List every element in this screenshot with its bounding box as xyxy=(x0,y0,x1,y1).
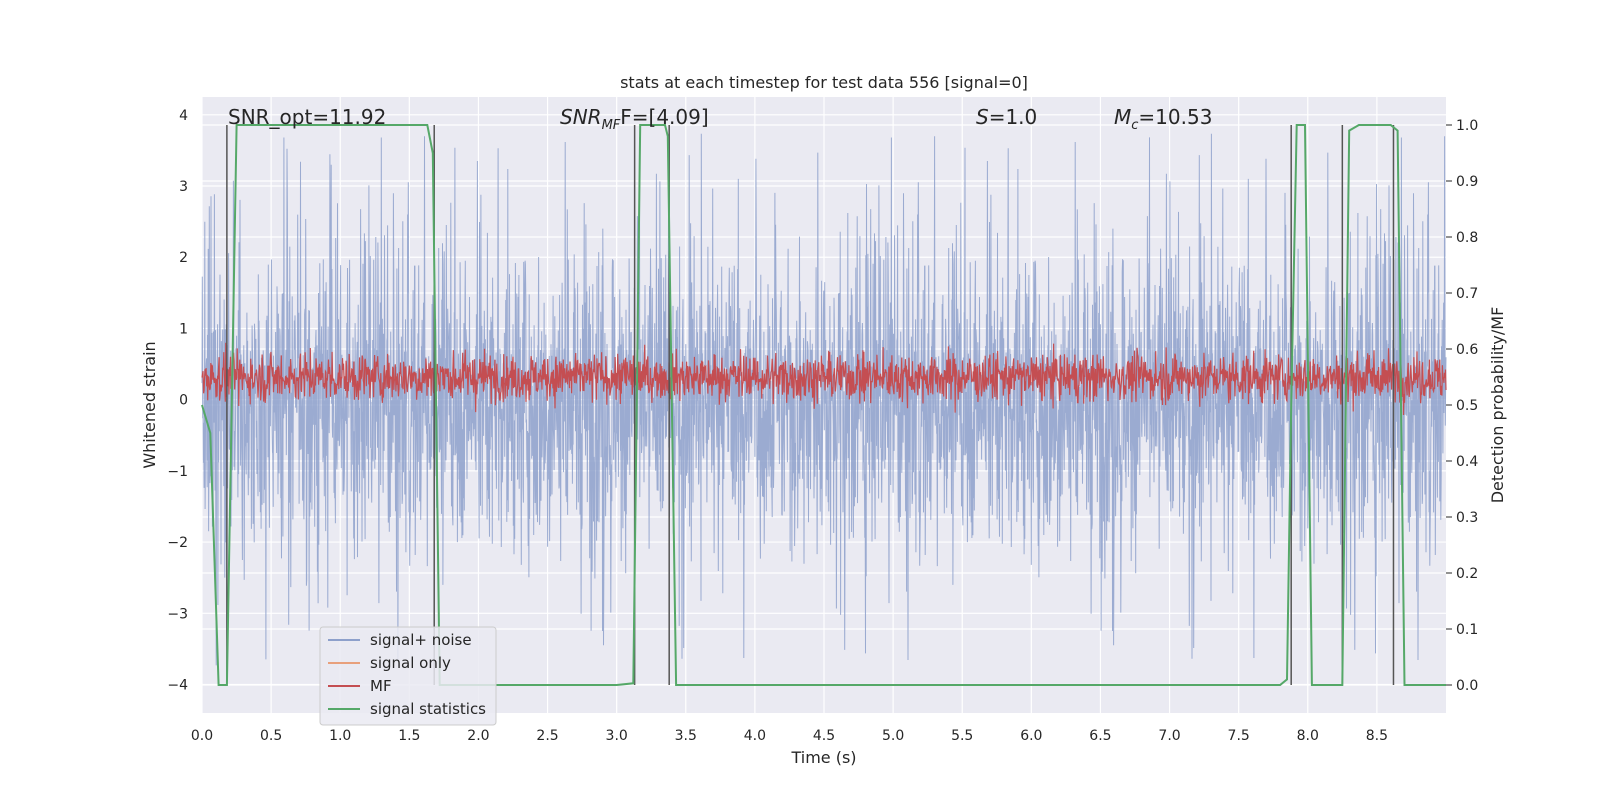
annotation-s-main: S xyxy=(976,105,989,129)
x-tick-label: 6.0 xyxy=(1020,728,1042,744)
y2-tick-label: 0.5 xyxy=(1456,398,1478,414)
y-tick-label: 3 xyxy=(179,179,188,195)
y-tick-label: 4 xyxy=(179,108,188,124)
legend-label-signal-noise: signal+ noise xyxy=(370,631,472,649)
series-mf-line xyxy=(201,342,1447,416)
x-tick-label: 8.0 xyxy=(1297,728,1319,744)
y2-tick-label: 0.8 xyxy=(1456,230,1478,246)
y-tick-label: 1 xyxy=(179,321,188,337)
annotation-snr-mf: SNRMFF=[4.09] xyxy=(560,105,709,133)
legend-label-mf: MF xyxy=(370,677,392,695)
annotation-mc-main: M xyxy=(1114,105,1131,129)
x-tick-label: 4.0 xyxy=(744,728,766,744)
annotation-snr-mf-sub: MF xyxy=(602,118,621,133)
annotation-mc-rest: =10.53 xyxy=(1138,105,1212,129)
x-tick-label: 5.0 xyxy=(882,728,904,744)
y-axis-ticks: −4 −3 −2 −1 0 1 2 3 4 xyxy=(167,108,188,694)
x-tick-label: 3.5 xyxy=(675,728,697,744)
y-tick-label: 2 xyxy=(179,250,188,266)
legend-label-signal-statistics: signal statistics xyxy=(370,700,486,718)
x-tick-label: 4.5 xyxy=(813,728,835,744)
y2-tick-label: 0.4 xyxy=(1456,454,1478,470)
annotation-s-rest: =1.0 xyxy=(989,105,1038,129)
y-axis-label: Whitened strain xyxy=(140,341,159,468)
annotation-snr-mf-rest: F=[4.09] xyxy=(620,105,708,129)
y2-tick-label: 0.2 xyxy=(1456,566,1478,582)
x-axis-ticks: 0.0 0.5 1.0 1.5 2.0 2.5 3.0 3.5 4.0 4.5 5.0 5.5 6.0 6… xyxy=(191,728,1388,744)
y-tick-label: −4 xyxy=(167,678,188,694)
annotation-mc-sub: c xyxy=(1131,118,1138,133)
annotation-mc: Mc=10.53 xyxy=(1114,105,1212,133)
x-tick-label: 8.5 xyxy=(1366,728,1388,744)
legend: signal+ noise signal only MF signal stat… xyxy=(319,626,497,726)
series-signal-noise xyxy=(201,133,1447,666)
y2-tick-label: 1.0 xyxy=(1456,118,1478,134)
legend-label-signal-only: signal only xyxy=(370,654,451,672)
x-tick-label: 5.5 xyxy=(951,728,973,744)
y2-axis-label: Detection probability/MF xyxy=(1488,307,1507,504)
series-signal-statistics xyxy=(201,124,1446,686)
x-tick-label: 3.0 xyxy=(606,728,628,744)
x-tick-label: 7.5 xyxy=(1228,728,1250,744)
series-signal-statistics-line xyxy=(201,124,1446,686)
y2-tick-label: 0.9 xyxy=(1456,174,1478,190)
x-tick-label: 0.0 xyxy=(191,728,213,744)
y2-axis-ticks: 0.0 0.1 0.2 0.3 0.4 0.5 0.6 0.7 0.8 0.9 1.0 xyxy=(1446,118,1478,694)
y2-tick-label: 0.1 xyxy=(1456,622,1478,638)
x-tick-label: 7.0 xyxy=(1158,728,1180,744)
annotation-s: S=1.0 xyxy=(976,105,1037,129)
annotation-snr-opt: SNR_opt=11.92 xyxy=(228,105,386,129)
y2-tick-label: 0.3 xyxy=(1456,510,1478,526)
y-tick-label: −1 xyxy=(167,464,188,480)
legend-box xyxy=(319,626,497,726)
y2-tick-label: 0.6 xyxy=(1456,342,1478,358)
series-mf xyxy=(201,342,1447,416)
x-tick-label: 2.0 xyxy=(467,728,489,744)
y-tick-label: 0 xyxy=(179,393,188,409)
x-tick-label: 1.5 xyxy=(398,728,420,744)
series-signal-noise-line xyxy=(201,133,1447,666)
y-tick-label: −3 xyxy=(167,606,188,622)
x-tick-label: 6.5 xyxy=(1089,728,1111,744)
y2-tick-label: 0.0 xyxy=(1456,678,1478,694)
x-axis-label: Time (s) xyxy=(790,748,856,767)
chart-title: stats at each timestep for test data 556… xyxy=(620,73,1028,92)
x-tick-label: 1.0 xyxy=(329,728,351,744)
x-tick-label: 2.5 xyxy=(536,728,558,744)
y-tick-label: −2 xyxy=(167,535,188,551)
y2-tick-label: 0.7 xyxy=(1456,286,1478,302)
x-tick-label: 0.5 xyxy=(260,728,282,744)
annotations: SNR_opt=11.92 SNRMFF=[4.09] S=1.0 Mc=10.… xyxy=(228,105,1212,133)
annotation-snr-mf-main: SNR xyxy=(560,105,602,129)
